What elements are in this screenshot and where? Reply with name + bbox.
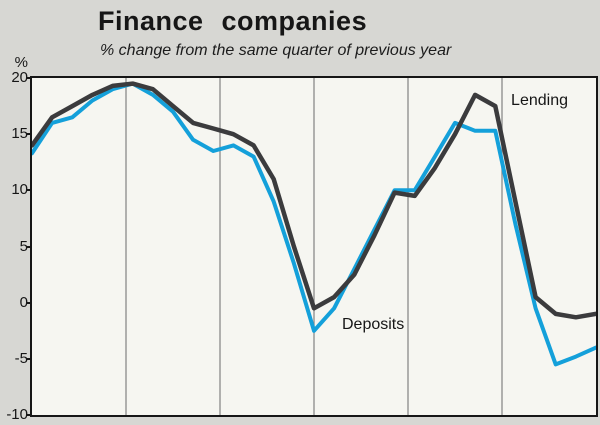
y-tick-mark: [27, 133, 32, 136]
y-tick-mark: [27, 301, 32, 304]
line-chart: [32, 78, 596, 415]
lending-line: [32, 81, 596, 320]
y-tick-mark: [27, 357, 32, 360]
plot-area: % 20 15 10 5 0 -5 -10 Lending Deposits: [6, 54, 598, 423]
chart-subtitle: % change from the same quarter of previo…: [100, 42, 452, 59]
lending-series-label: Lending: [511, 92, 568, 109]
y-tick-label: 5: [19, 237, 28, 255]
y-axis-unit-label: %: [14, 54, 28, 71]
y-tick-label: -10: [6, 406, 28, 423]
y-tick-mark: [27, 414, 32, 416]
y-tick-mark: [27, 77, 32, 79]
y-tick-label: 20: [11, 69, 28, 86]
y-tick-label: 10: [11, 181, 28, 199]
y-tick-mark: [27, 245, 32, 248]
y-tick-label: 0: [19, 293, 28, 311]
chart-title: Finance companies: [98, 6, 368, 36]
y-tick-label: -5: [14, 349, 28, 367]
deposits-series-label: Deposits: [342, 316, 405, 333]
y-tick-mark: [27, 189, 32, 192]
y-tick-label: 15: [11, 125, 28, 143]
